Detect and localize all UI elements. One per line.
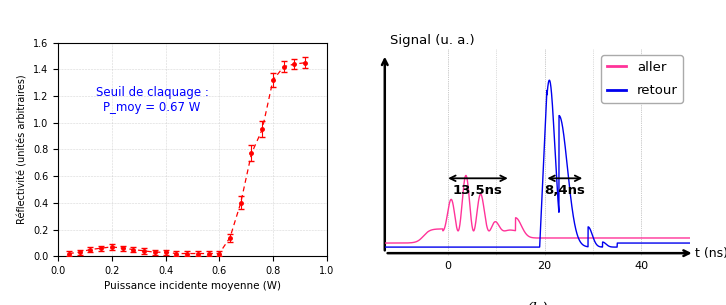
retour — [654, 241, 663, 245]
Text: t (ns): t (ns) — [695, 247, 726, 260]
aller — [695, 236, 703, 240]
retour — [509, 245, 518, 249]
aller — [654, 236, 663, 240]
Y-axis label: Réflectivité (unités arbitraires): Réflectivité (unités arbitraires) — [17, 75, 28, 224]
aller — [408, 241, 417, 245]
aller — [689, 236, 698, 240]
aller — [427, 228, 436, 232]
aller — [462, 174, 470, 177]
aller — [371, 241, 380, 245]
Line: aller: aller — [375, 175, 699, 243]
Legend: aller, retour: aller, retour — [601, 56, 683, 102]
aller — [509, 228, 518, 232]
retour — [371, 245, 380, 249]
Line: retour: retour — [375, 80, 699, 247]
retour — [695, 241, 703, 245]
X-axis label: Puissance incidente moyenne (W): Puissance incidente moyenne (W) — [104, 282, 281, 292]
retour — [545, 78, 554, 82]
retour — [427, 245, 436, 249]
aller — [495, 225, 504, 228]
retour — [408, 245, 417, 249]
Text: Signal (u. a.): Signal (u. a.) — [390, 34, 474, 47]
retour — [689, 241, 698, 245]
retour — [495, 245, 504, 249]
Text: 13,5ns: 13,5ns — [453, 184, 503, 197]
Text: 8,4ns: 8,4ns — [544, 184, 585, 197]
Text: (b): (b) — [526, 302, 548, 305]
Text: Seuil de claquage :
P_moy = 0.67 W: Seuil de claquage : P_moy = 0.67 W — [96, 86, 208, 114]
